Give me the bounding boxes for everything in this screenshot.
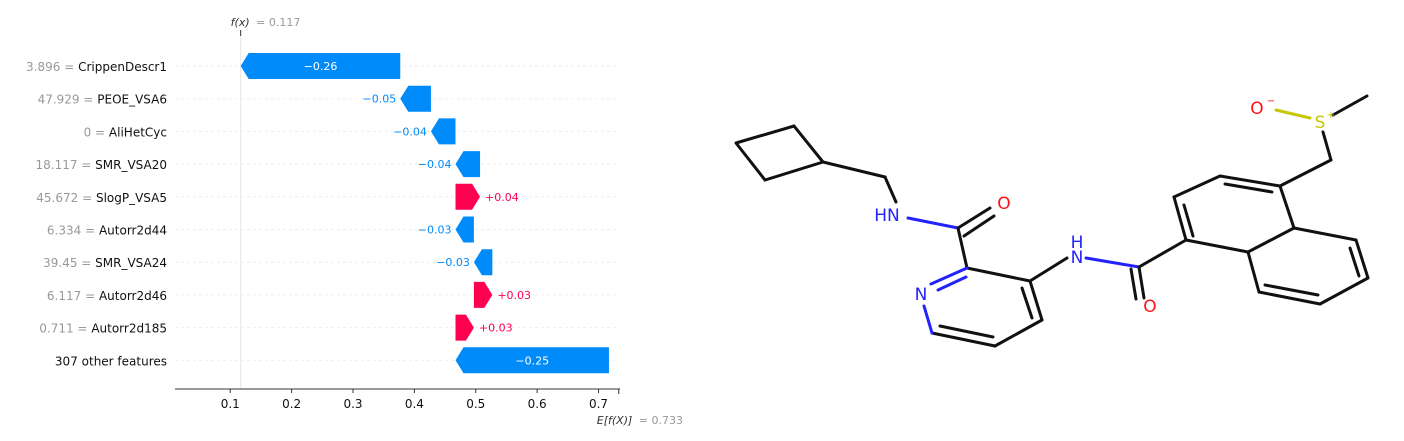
bond xyxy=(1246,250,1261,294)
shap-value-label: +0.04 xyxy=(485,191,519,204)
bond xyxy=(1218,174,1282,188)
x-tick-label: 0.1 xyxy=(221,397,240,411)
bond xyxy=(1354,238,1370,280)
shap-value-label: −0.03 xyxy=(436,256,470,269)
bar-slogp-vsa5 xyxy=(455,183,481,210)
ex-prefix: E[f(X)] xyxy=(597,414,633,427)
molecule-atoms: HN O N H N O O − S + xyxy=(874,96,1335,317)
bond xyxy=(956,206,992,230)
shap-value-label: +0.03 xyxy=(479,322,513,335)
atom-hn-left: HN xyxy=(874,206,900,226)
bar-autorr2d46 xyxy=(473,281,493,308)
bond xyxy=(1020,286,1034,320)
bond xyxy=(993,318,1044,348)
shap-value-label: −0.05 xyxy=(363,93,397,106)
bond xyxy=(1246,226,1296,254)
bond xyxy=(1129,267,1138,301)
atom-n-top: N xyxy=(1071,248,1084,268)
fx-prefix: f(x) xyxy=(231,16,250,29)
bond xyxy=(1292,226,1358,242)
bond xyxy=(1257,290,1322,306)
bond xyxy=(1028,279,1044,322)
atom-h-top: H xyxy=(1071,233,1084,253)
shap-value-label: −0.26 xyxy=(304,60,338,73)
shap-waterfall-chart: −0.26 3.896 = CrippenDescr1 −0.05 47.929 = … xyxy=(26,16,683,427)
bond xyxy=(1172,174,1222,199)
bond xyxy=(1331,94,1369,117)
y-tick-label: 3.896 = CrippenDescr1 xyxy=(26,60,167,74)
bond xyxy=(1263,283,1320,297)
bond xyxy=(1182,203,1195,238)
bar-peoe-vsa6 xyxy=(400,85,431,112)
bar-autorr2d44 xyxy=(455,216,474,243)
cyclobutane-ring xyxy=(734,124,826,182)
y-tick-label: 47.929 = PEOE_VSA6 xyxy=(38,93,167,107)
bond xyxy=(962,214,996,238)
atom-s: S xyxy=(1315,113,1326,133)
fx-value: = 0.117 xyxy=(256,16,300,29)
y-tick-label: 307 other features xyxy=(55,354,167,368)
shap-value-label: +0.03 xyxy=(497,289,531,302)
x-tick-label: 0.7 xyxy=(589,397,608,411)
atom-n-pyridine: N xyxy=(915,285,928,305)
bond xyxy=(936,275,968,292)
atom-o-sulfoxide: O xyxy=(1250,99,1263,119)
x-tick-label: 0.6 xyxy=(528,397,547,411)
bond xyxy=(1274,108,1312,120)
bond xyxy=(929,266,969,286)
y-tick-label: 0 = AliHetCyc xyxy=(84,125,167,139)
molecule-structure: HN O N H N O O − S + xyxy=(734,94,1370,348)
bond xyxy=(906,216,960,230)
bond xyxy=(1318,276,1370,306)
bond xyxy=(1137,265,1146,300)
x-tick-label: 0.2 xyxy=(282,397,301,411)
bond xyxy=(1321,130,1333,162)
atom-o-charge: − xyxy=(1267,96,1275,107)
bar-alihetcyc xyxy=(430,118,456,145)
bond xyxy=(821,160,887,179)
bond xyxy=(965,266,1032,283)
bar-autorr2d185 xyxy=(455,314,474,341)
y-tick-label: 6.117 = Autorr2d46 xyxy=(47,289,167,303)
bond xyxy=(1184,238,1250,254)
bar-smr-vsa20 xyxy=(455,151,481,178)
bond xyxy=(1084,256,1141,269)
y-tick-label: 18.117 = SMR_VSA20 xyxy=(35,158,167,172)
bond xyxy=(1028,256,1069,283)
shap-value-label: −0.03 xyxy=(418,224,452,237)
x-tick-label: 0.3 xyxy=(343,397,362,411)
fx-annotation: f(x) = 0.117 xyxy=(231,16,301,29)
y-tick-label: 0.711 = Autorr2d185 xyxy=(39,322,167,336)
bond xyxy=(930,331,997,348)
bond xyxy=(883,175,898,204)
bar-307-other-features xyxy=(455,347,609,374)
bond xyxy=(1278,184,1296,230)
shap-value-label: −0.04 xyxy=(393,125,427,138)
bond xyxy=(1348,246,1361,278)
bar-smr-vsa24 xyxy=(473,249,493,276)
atom-o-amide-left: O xyxy=(997,194,1010,214)
x-tick-label: 0.5 xyxy=(466,397,485,411)
x-tick-label: 0.4 xyxy=(405,397,424,411)
bond xyxy=(1223,182,1274,194)
atom-s-charge: + xyxy=(1327,110,1335,121)
y-tick-label: 6.334 = Autorr2d44 xyxy=(47,224,167,238)
shap-value-label: −0.04 xyxy=(418,158,452,171)
ex-annotation: E[f(X)] = 0.733 xyxy=(597,414,683,427)
y-tick-label: 39.45 = SMR_VSA24 xyxy=(43,256,167,270)
shap-value-label: −0.25 xyxy=(515,354,549,367)
bond xyxy=(938,324,995,339)
bond xyxy=(956,226,969,270)
bar-crippendescr1 xyxy=(240,53,401,79)
bond xyxy=(922,304,934,335)
y-tick-label: 45.672 = SlogP_VSA5 xyxy=(36,191,167,205)
molecule-bonds xyxy=(734,94,1370,348)
ex-value: = 0.733 xyxy=(639,414,683,427)
bond xyxy=(1137,238,1188,269)
bond xyxy=(1172,195,1188,242)
atom-o-amide-right: O xyxy=(1143,297,1156,317)
bond xyxy=(1278,158,1333,188)
